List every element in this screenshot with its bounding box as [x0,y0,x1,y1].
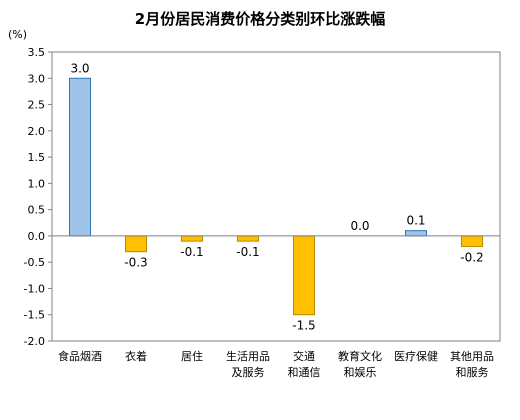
value-label: -0.1 [180,245,203,259]
y-tick-label: -0.5 [24,256,45,269]
bar [237,235,259,242]
y-tick-label: 3.0 [28,72,46,85]
x-category-label: 和服务 [456,366,489,379]
y-tick-label: 1.0 [28,177,46,190]
bar [461,235,483,247]
y-tick-label: -1.5 [24,309,45,322]
y-tick-label: 2.5 [28,99,46,112]
bar [125,235,147,253]
value-label: -0.2 [460,250,483,264]
x-category-label: 居住 [181,349,203,363]
value-label: -0.3 [124,256,147,270]
x-category-label: 食品烟酒 [58,349,102,363]
y-tick-label: -2.0 [24,335,45,348]
value-label: 3.0 [70,61,89,75]
y-axis: 3.5 3.0 2.5 2.0 1.5 1.0 0.5 0.0 -0.5 -1.0 -1.5 -2.0 [24,46,52,348]
y-tick-label: 0.0 [28,230,46,243]
x-category-label: 生活用品 [226,349,270,363]
x-category-label: 医疗保健 [394,349,438,363]
y-tick-label: -1.0 [24,282,45,295]
x-category-label: 教育文化 [338,349,382,363]
value-labels: 3.0 -0.3 -0.1 -0.1 -1.5 0.0 0.1 -0.2 [70,61,483,332]
y-tick-label: 1.5 [28,151,46,164]
bar [181,235,203,242]
x-category-label: 其他用品 [450,350,494,363]
x-category-label: 衣着 [125,349,147,363]
bar [405,230,427,237]
y-tick-label: 2.0 [28,125,46,138]
value-label: 0.0 [350,219,369,233]
x-category-label: 和娱乐 [344,365,377,379]
x-category-label: 交通 [293,349,315,363]
x-category-label: 和通信 [288,366,321,379]
y-tick-label: 0.5 [28,204,46,217]
y-tick-label: 3.5 [28,46,46,59]
bar [293,235,315,316]
y-axis-unit-label: (%) [8,28,27,41]
value-label: 0.1 [406,214,425,228]
value-label: -0.1 [236,245,259,259]
value-label: -1.5 [292,319,315,333]
x-category-label: 及服务 [232,366,265,379]
bars [69,77,483,316]
plot-frame [51,51,501,342]
bar [69,77,91,237]
chart-title: 2月份居民消费价格分类别环比涨跌幅 [134,10,386,28]
